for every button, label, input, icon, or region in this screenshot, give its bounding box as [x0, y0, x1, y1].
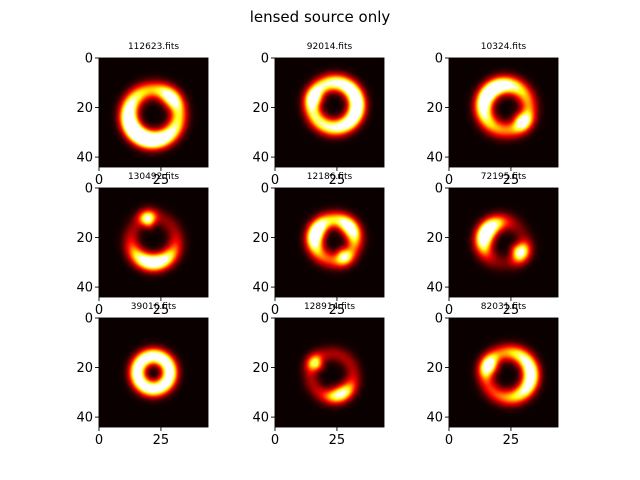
x-tick-label: 25 — [329, 173, 346, 188]
y-tick-label: 40 — [76, 281, 93, 296]
y-tick-label: 20 — [426, 231, 443, 246]
y-tick-label: 40 — [252, 151, 269, 166]
x-tick-label: 0 — [95, 433, 103, 448]
axes-frame — [274, 317, 385, 428]
y-tick-label: 40 — [426, 151, 443, 166]
heatmap-image — [275, 318, 384, 427]
y-tick-label: 20 — [426, 101, 443, 116]
panel-title: 72195.fits — [481, 172, 527, 182]
y-tick-label: 20 — [252, 101, 269, 116]
y-tick-label: 40 — [252, 281, 269, 296]
panel-title: 128914.fits — [304, 302, 355, 312]
y-tick-label: 40 — [252, 411, 269, 426]
y-tick-label: 40 — [426, 281, 443, 296]
y-tick-label: 20 — [252, 231, 269, 246]
axes-frame — [274, 187, 385, 298]
x-tick-label: 25 — [503, 173, 520, 188]
y-tick-label: 20 — [76, 361, 93, 376]
x-tick-label: 0 — [95, 303, 103, 318]
axes-frame — [448, 187, 559, 298]
axes-frame — [448, 317, 559, 428]
x-tick-label: 25 — [329, 303, 346, 318]
panel-title: 39016.fits — [131, 302, 177, 312]
x-tick-label: 0 — [445, 303, 453, 318]
x-tick-label: 0 — [445, 173, 453, 188]
y-tick-label: 40 — [76, 411, 93, 426]
y-tick-label: 0 — [261, 52, 269, 67]
panel-title: 92014.fits — [307, 42, 353, 52]
x-tick-label: 25 — [153, 433, 170, 448]
x-tick-label: 25 — [153, 303, 170, 318]
y-tick-label: 40 — [76, 151, 93, 166]
y-tick-label: 0 — [435, 312, 443, 327]
panel-title: 112623.fits — [128, 42, 179, 52]
y-tick-label: 20 — [76, 231, 93, 246]
panel-title: 10324.fits — [481, 42, 527, 52]
axes-frame — [98, 317, 209, 428]
y-tick-label: 20 — [76, 101, 93, 116]
heatmap-image — [275, 58, 384, 167]
heatmap-image — [275, 188, 384, 297]
x-tick-label: 0 — [271, 173, 279, 188]
y-tick-label: 0 — [435, 182, 443, 197]
x-tick-label: 25 — [503, 303, 520, 318]
y-tick-label: 40 — [426, 411, 443, 426]
y-tick-label: 20 — [426, 361, 443, 376]
y-tick-label: 0 — [261, 182, 269, 197]
heatmap-image — [449, 318, 558, 427]
y-tick-label: 0 — [435, 52, 443, 67]
heatmap-image — [99, 188, 208, 297]
heatmap-image — [449, 188, 558, 297]
y-tick-label: 0 — [261, 312, 269, 327]
heatmap-image — [99, 318, 208, 427]
axes-frame — [98, 57, 209, 168]
panel-title: 130492.fits — [128, 172, 179, 182]
axes-frame — [274, 57, 385, 168]
x-tick-label: 0 — [271, 303, 279, 318]
x-tick-label: 25 — [153, 173, 170, 188]
heatmap-image — [99, 58, 208, 167]
x-tick-label: 0 — [271, 433, 279, 448]
x-tick-label: 0 — [445, 433, 453, 448]
heatmap-image — [449, 58, 558, 167]
x-tick-label: 25 — [329, 433, 346, 448]
y-tick-label: 0 — [85, 182, 93, 197]
x-tick-label: 0 — [95, 173, 103, 188]
x-tick-label: 25 — [503, 433, 520, 448]
y-tick-label: 20 — [252, 361, 269, 376]
figure-title: lensed source only — [250, 8, 391, 26]
y-tick-label: 0 — [85, 52, 93, 67]
y-tick-label: 0 — [85, 312, 93, 327]
panel-title: 82031.fits — [481, 302, 527, 312]
axes-frame — [448, 57, 559, 168]
panel-title: 12186.fits — [307, 172, 353, 182]
axes-frame — [98, 187, 209, 298]
